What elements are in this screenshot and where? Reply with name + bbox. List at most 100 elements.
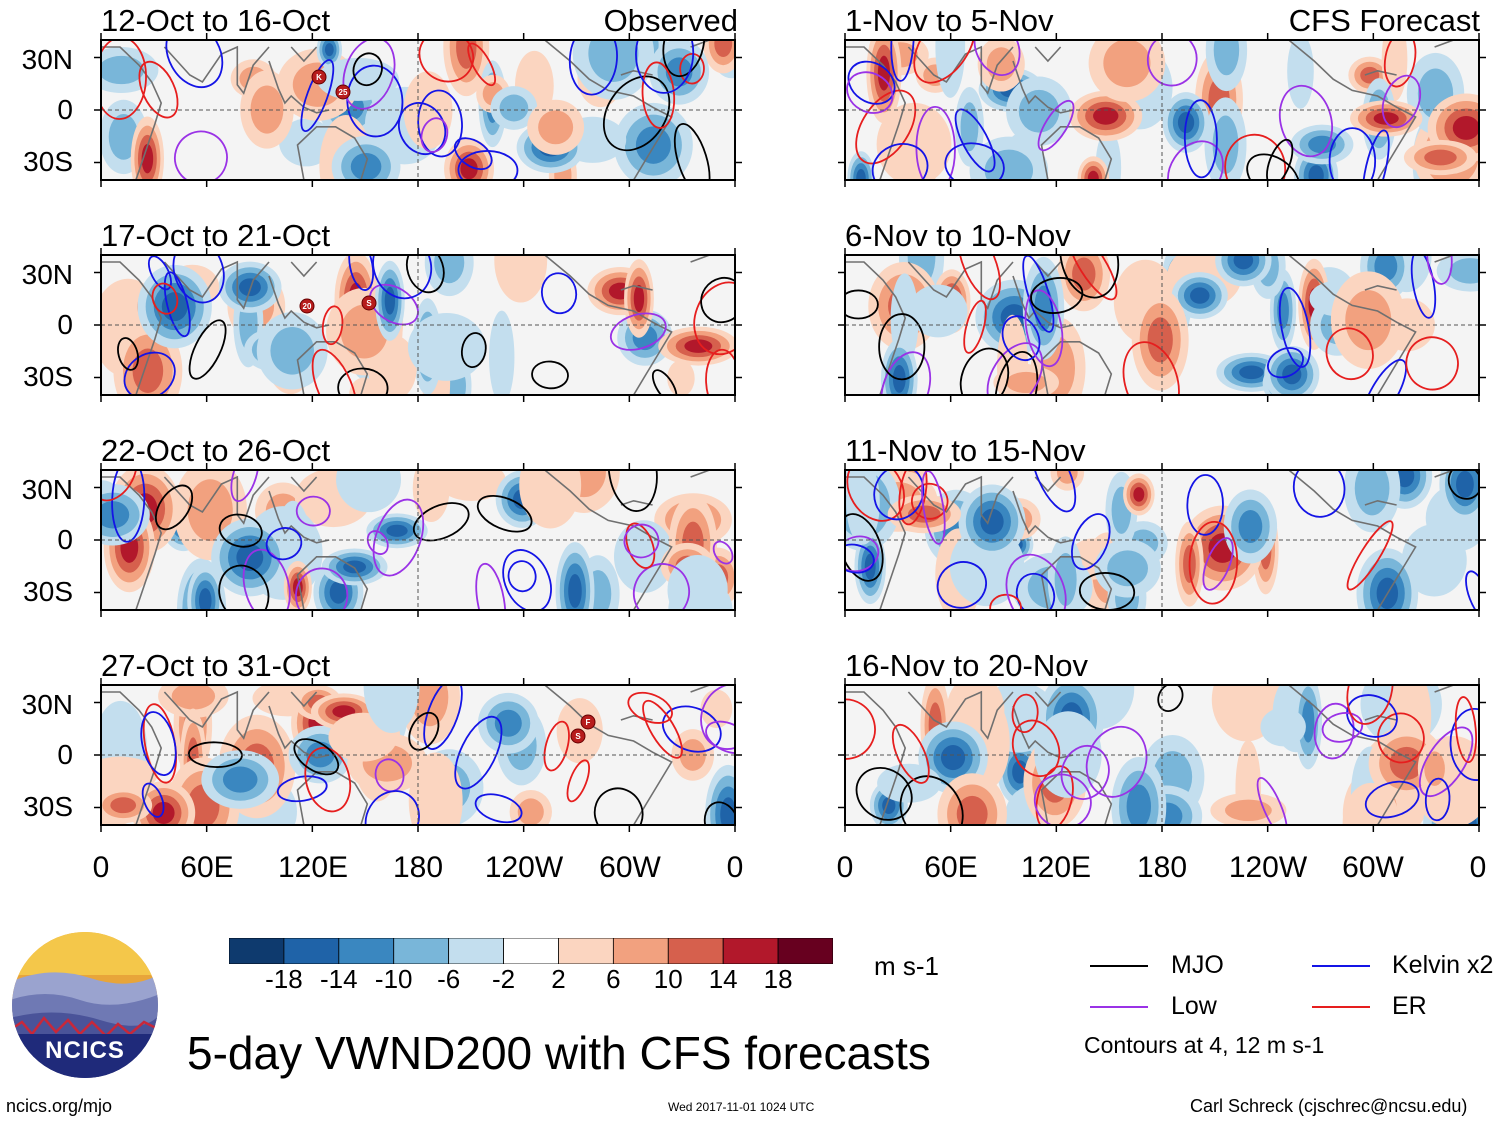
contour-low [295, 495, 331, 527]
anomaly-shade [538, 110, 574, 145]
anomaly-shade [494, 255, 548, 303]
contour-kelvin [453, 137, 493, 171]
contour-mjo [845, 289, 879, 320]
coastline [620, 499, 653, 506]
legend-line-mjo [1090, 965, 1148, 967]
storm-marker: 20 [299, 298, 315, 314]
contour-kelvin [163, 271, 191, 338]
contour-low [1381, 74, 1422, 129]
anomaly-shade [250, 85, 284, 134]
colorbar [229, 938, 833, 964]
anomaly-shade [519, 470, 582, 529]
contour-er [138, 60, 179, 119]
contour-low [1256, 777, 1288, 825]
chart-title: 5-day VWND200 with CFS forecasts [187, 1027, 931, 1079]
contour-low [705, 720, 735, 754]
contour-low [973, 40, 1021, 76]
contour-low [845, 535, 880, 573]
contour-kelvin [140, 711, 177, 776]
anomaly-shade [412, 470, 450, 523]
contour-mjo [476, 494, 533, 533]
colorbar-tick-label: -6 [437, 964, 461, 994]
coastline [1040, 341, 1113, 395]
contour-kelvin [502, 549, 552, 610]
anomaly-shade [1107, 550, 1149, 587]
legend-label-er: ER [1392, 992, 1427, 1020]
contour-er [1454, 696, 1477, 764]
anomaly-shade [324, 43, 334, 57]
map-panel: 20 S [94, 248, 742, 402]
contour-er [642, 699, 683, 759]
coastline [290, 46, 318, 63]
contour-mjo [651, 369, 678, 395]
coastline [620, 714, 653, 721]
contour-low [1278, 84, 1333, 158]
contour-kelvin [1361, 129, 1390, 180]
y-tick-30n-1: 30N [21, 44, 73, 75]
colorbar-swatch [448, 938, 504, 964]
author-credit[interactable]: Carl Schreck (cjschrec@ncsu.edu) [1190, 1096, 1468, 1116]
x-tick-left-60e: 60E [180, 851, 234, 884]
anomaly-shade [667, 555, 728, 610]
coastline [1434, 255, 1454, 263]
contour-low [372, 498, 425, 577]
anomaly-shade [1190, 287, 1210, 304]
contour-low [609, 312, 667, 351]
colorbar-tick-label: 18 [763, 964, 793, 994]
anomaly-shade [1239, 365, 1264, 380]
coastline [268, 705, 330, 759]
x-tick-left-0: 0 [92, 851, 110, 884]
anomaly-shade [1056, 470, 1078, 484]
coastline [290, 476, 318, 493]
contour-kelvin [1328, 127, 1377, 180]
anomaly-shade [329, 580, 348, 604]
coastline [268, 490, 330, 544]
contour-kelvin [372, 255, 433, 300]
anomaly-shade [1354, 470, 1390, 516]
contour-mjo [187, 741, 243, 768]
contour-mjo [602, 75, 671, 152]
contour-kelvin [147, 255, 172, 291]
coastline [690, 470, 710, 478]
x-tick-right-360: 0 [1469, 851, 1487, 884]
anomaly-shade [517, 798, 544, 825]
contour-kelvin [568, 40, 618, 96]
contour-er [1011, 719, 1061, 777]
coastline [690, 685, 710, 693]
colorbar-tick-label: -2 [491, 964, 516, 994]
coastline [544, 685, 673, 825]
contour-kelvin [871, 143, 929, 180]
coastline [1034, 261, 1062, 278]
x-tick-left-120e: 120E [277, 851, 349, 884]
contour-er [1067, 255, 1118, 301]
contour-kelvin [346, 64, 404, 138]
y-tick-30s-3: 30S [23, 576, 73, 607]
anomaly-shade [940, 745, 966, 771]
contour-er [566, 759, 591, 803]
anomaly-shade [141, 144, 154, 174]
contour-kelvin [1449, 707, 1479, 781]
colorbar-swatch [283, 938, 340, 964]
legend-line-low [1090, 1006, 1148, 1008]
coastline [1288, 40, 1417, 180]
site-link[interactable]: ncics.org/mjo [6, 1096, 113, 1116]
contour-kelvin [1186, 474, 1224, 536]
anomaly-shade [1225, 799, 1272, 822]
contour-er [989, 593, 1022, 610]
contour-mjo [994, 350, 1039, 395]
contour-low [1024, 289, 1064, 368]
contour-low [1085, 725, 1148, 798]
anomaly-shade [1373, 112, 1399, 125]
panel-title-2: 17-Oct to 21-Oct [101, 218, 331, 253]
contour-kelvin [1292, 470, 1346, 518]
y-tick-0-2: 0 [57, 309, 73, 340]
contour-mjo [408, 711, 440, 751]
anomaly-shade [1126, 784, 1152, 825]
x-tick-right-120e: 120E [1020, 851, 1092, 884]
colorbar-tick-label: -10 [374, 964, 413, 994]
storm-marker-label: K [316, 73, 322, 82]
legend-line-er [1312, 1006, 1370, 1008]
anomaly-shade [1054, 552, 1077, 607]
x-tick-right-180: 180 [1136, 851, 1188, 884]
contour-low [712, 540, 734, 565]
